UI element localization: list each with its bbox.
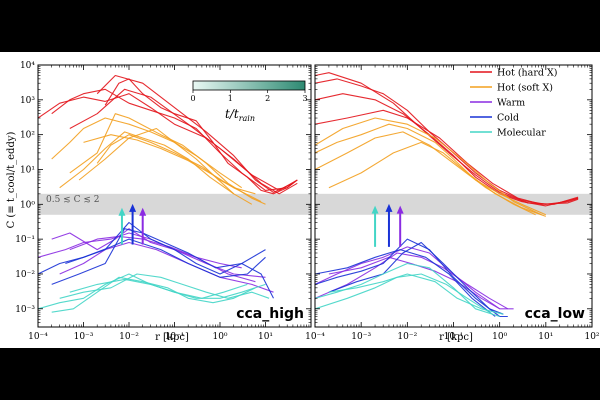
colorbar: 0 1 2 3 t/train [190,80,308,123]
figure-svg: C (≡ t_cool/t_eddy) r [kpc] r [kpc] 10⁻⁴… [6,61,600,343]
y-tick-label: 10³ [20,96,35,106]
series-line-hot_hard [315,109,579,205]
series-line-cold [315,238,508,318]
x-tick-label: 10⁻² [397,332,417,342]
series-line-hot_soft [315,117,542,216]
series-line-molecular [69,278,248,299]
series-line-molecular [59,273,270,299]
arrow-head [396,205,404,214]
y-tick-label: 10⁻² [15,270,35,280]
series-group [315,72,579,318]
legend-label: Hot (soft X) [497,83,553,94]
x-tick-label: 10⁰ [492,332,507,342]
series-line-hot_hard [96,74,294,193]
tick-group: 10⁻⁴ 10⁻³ 10⁻² 10⁻¹ 10⁰ 10¹ 10⁻³ 10⁻² 10⁻¹ 10⁰ 10¹… [15,61,312,342]
panel-label-cca-low: cca_low [525,306,585,322]
colorbar-label-sub: rain [239,114,255,123]
series-line-hot_soft [59,131,235,195]
series-line-warm [59,241,274,293]
series-line-warm [315,246,514,310]
legend: Hot (hard X) Hot (soft X) Warm Cold Molecula… [470,68,557,139]
colorbar-ticks: 0 1 2 3 [190,90,308,103]
colorbar-tick-label: 3 [302,94,307,103]
series-line-molecular [51,276,256,313]
arrow-group [118,203,147,245]
series-group [38,74,298,313]
series-line-cold [51,228,274,299]
series-line-hot_soft [83,134,262,203]
arrow-head [129,203,137,212]
x-tick-label: 10⁻¹ [444,332,464,342]
series-line-cold [38,221,266,275]
y-tick-label: 10⁻¹ [15,235,35,245]
series-line-cold [65,238,266,278]
y-axis-label: C (≡ t_cool/t_eddy) [6,132,17,229]
series-line-hot_hard [315,78,579,205]
x-tick-label: 10⁻³ [351,332,371,342]
x-tick-label: 10⁻² [119,332,139,342]
colorbar-tick-label: 2 [265,94,270,103]
arrow-head [371,205,379,214]
colorbar-tick-label: 0 [190,94,195,103]
colorbar-label-t: t [225,107,230,121]
x-axis-label-left: r [kpc] [155,332,189,343]
panel-cca-low: 10⁻⁴ 10⁻³ 10⁻² 10⁻¹ 10⁰ 10¹ 10² cca_low Hot (h… [305,64,600,342]
series-line-hot_soft [328,141,546,217]
series-line-hot_hard [51,88,298,191]
y-tick-label: 10⁰ [20,200,35,210]
x-tick-label: 10⁻⁴ [305,332,325,342]
series-line-cold [328,241,504,315]
y-tick-label: 10¹ [20,165,35,175]
panel-label-cca-high: cca_high [236,306,304,322]
arrow-group [371,203,404,247]
arrow-head [118,207,126,216]
series-line-hot_soft [78,127,253,205]
figure-stage: C (≡ t_cool/t_eddy) r [kpc] r [kpc] 10⁻⁴… [0,52,600,348]
colorbar-tick-label: 1 [228,94,233,103]
y-tick-label: 10⁻³ [15,305,35,315]
legend-label: Cold [497,113,519,124]
x-tick-label: 10⁻³ [74,332,94,342]
series-line-hot_hard [104,78,298,195]
series-line-hot_soft [51,117,243,189]
x-axis-label-right: r [kpc] [439,332,473,343]
x-tick-label: 10¹ [538,332,553,342]
series-line-molecular [328,273,504,315]
colorbar-gradient [192,80,306,91]
legend-label: Warm [497,98,525,109]
colorbar-label-t2: t [234,107,239,121]
series-line-warm [315,252,509,310]
series-line-warm [38,232,266,278]
y-tick-label: 10² [20,131,35,141]
x-tick-label: 10¹ [258,332,273,342]
arrow-head [139,207,147,216]
panel-cca-high: 10⁻⁴ 10⁻³ 10⁻² 10⁻¹ 10⁰ 10¹ 10⁻³ 10⁻² 10⁻¹ 10⁰ 10¹… [15,61,312,342]
tick-group: 10⁻⁴ 10⁻³ 10⁻² 10⁻¹ 10⁰ 10¹ 10² [305,64,600,342]
x-tick-label: 10⁻⁴ [28,332,48,342]
legend-label: Hot (hard X) [497,68,557,79]
series-line-hot_hard [315,93,579,207]
x-tick-label: 10² [584,332,599,342]
series-line-warm [69,235,256,283]
x-tick-label: 10⁰ [212,332,227,342]
series-line-hot_hard [38,93,298,195]
arrow-head [385,203,393,212]
colorbar-label-slash: / [229,107,236,121]
series-line-hot_hard [69,88,298,191]
legend-label: Molecular [497,128,546,139]
x-tick-label: 10⁻¹ [165,332,185,342]
series-line-cold [315,249,496,317]
series-line-molecular [315,273,493,315]
band-label: 0.5 ≲ C ≲ 2 [46,195,99,205]
colorbar-label: t/train [225,107,255,123]
series-line-warm [328,256,500,310]
y-tick-label: 10⁴ [20,61,35,71]
